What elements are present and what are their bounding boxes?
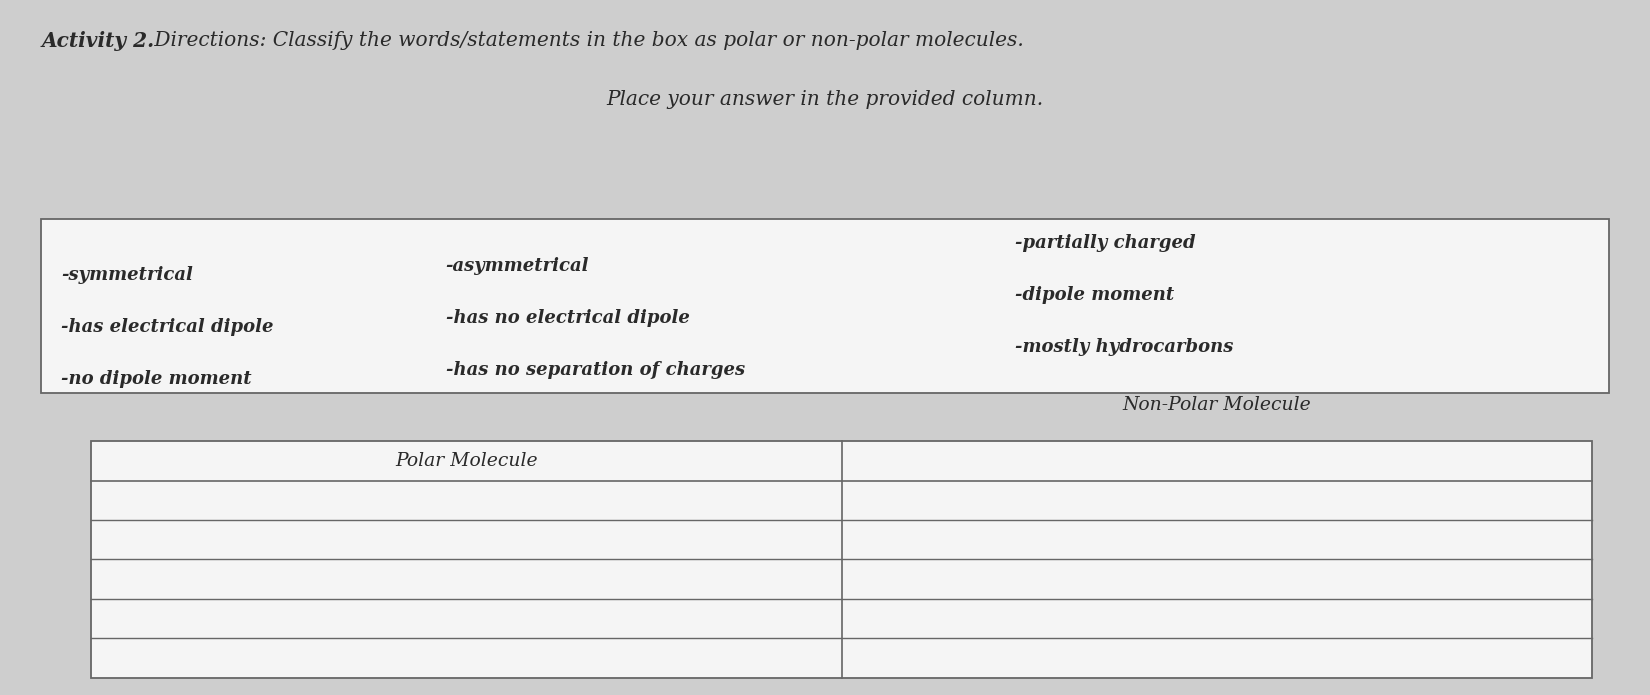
Text: Non-Polar Molecule: Non-Polar Molecule [1122,395,1312,414]
Bar [41,219,1609,393]
Text: -has no separation of charges: -has no separation of charges [446,361,744,379]
Text: -partially charged: -partially charged [1015,234,1195,252]
Text: -asymmetrical: -asymmetrical [446,257,589,275]
Bar [91,441,1592,678]
Text: -has no electrical dipole: -has no electrical dipole [446,309,690,327]
Text: -no dipole moment: -no dipole moment [61,370,252,389]
Text: Activity 2.: Activity 2. [41,31,155,51]
Text: Polar Molecule: Polar Molecule [394,452,538,470]
Text: -dipole moment: -dipole moment [1015,286,1175,304]
Text: Directions: Classify the words/statements in the box as polar or non-polar molec: Directions: Classify the words/statement… [148,31,1025,50]
Text: -has electrical dipole: -has electrical dipole [61,318,274,336]
Text: -mostly hydrocarbons: -mostly hydrocarbons [1015,338,1233,357]
Text: Place your answer in the provided column.: Place your answer in the provided column… [607,90,1043,109]
Text: -symmetrical: -symmetrical [61,266,193,284]
